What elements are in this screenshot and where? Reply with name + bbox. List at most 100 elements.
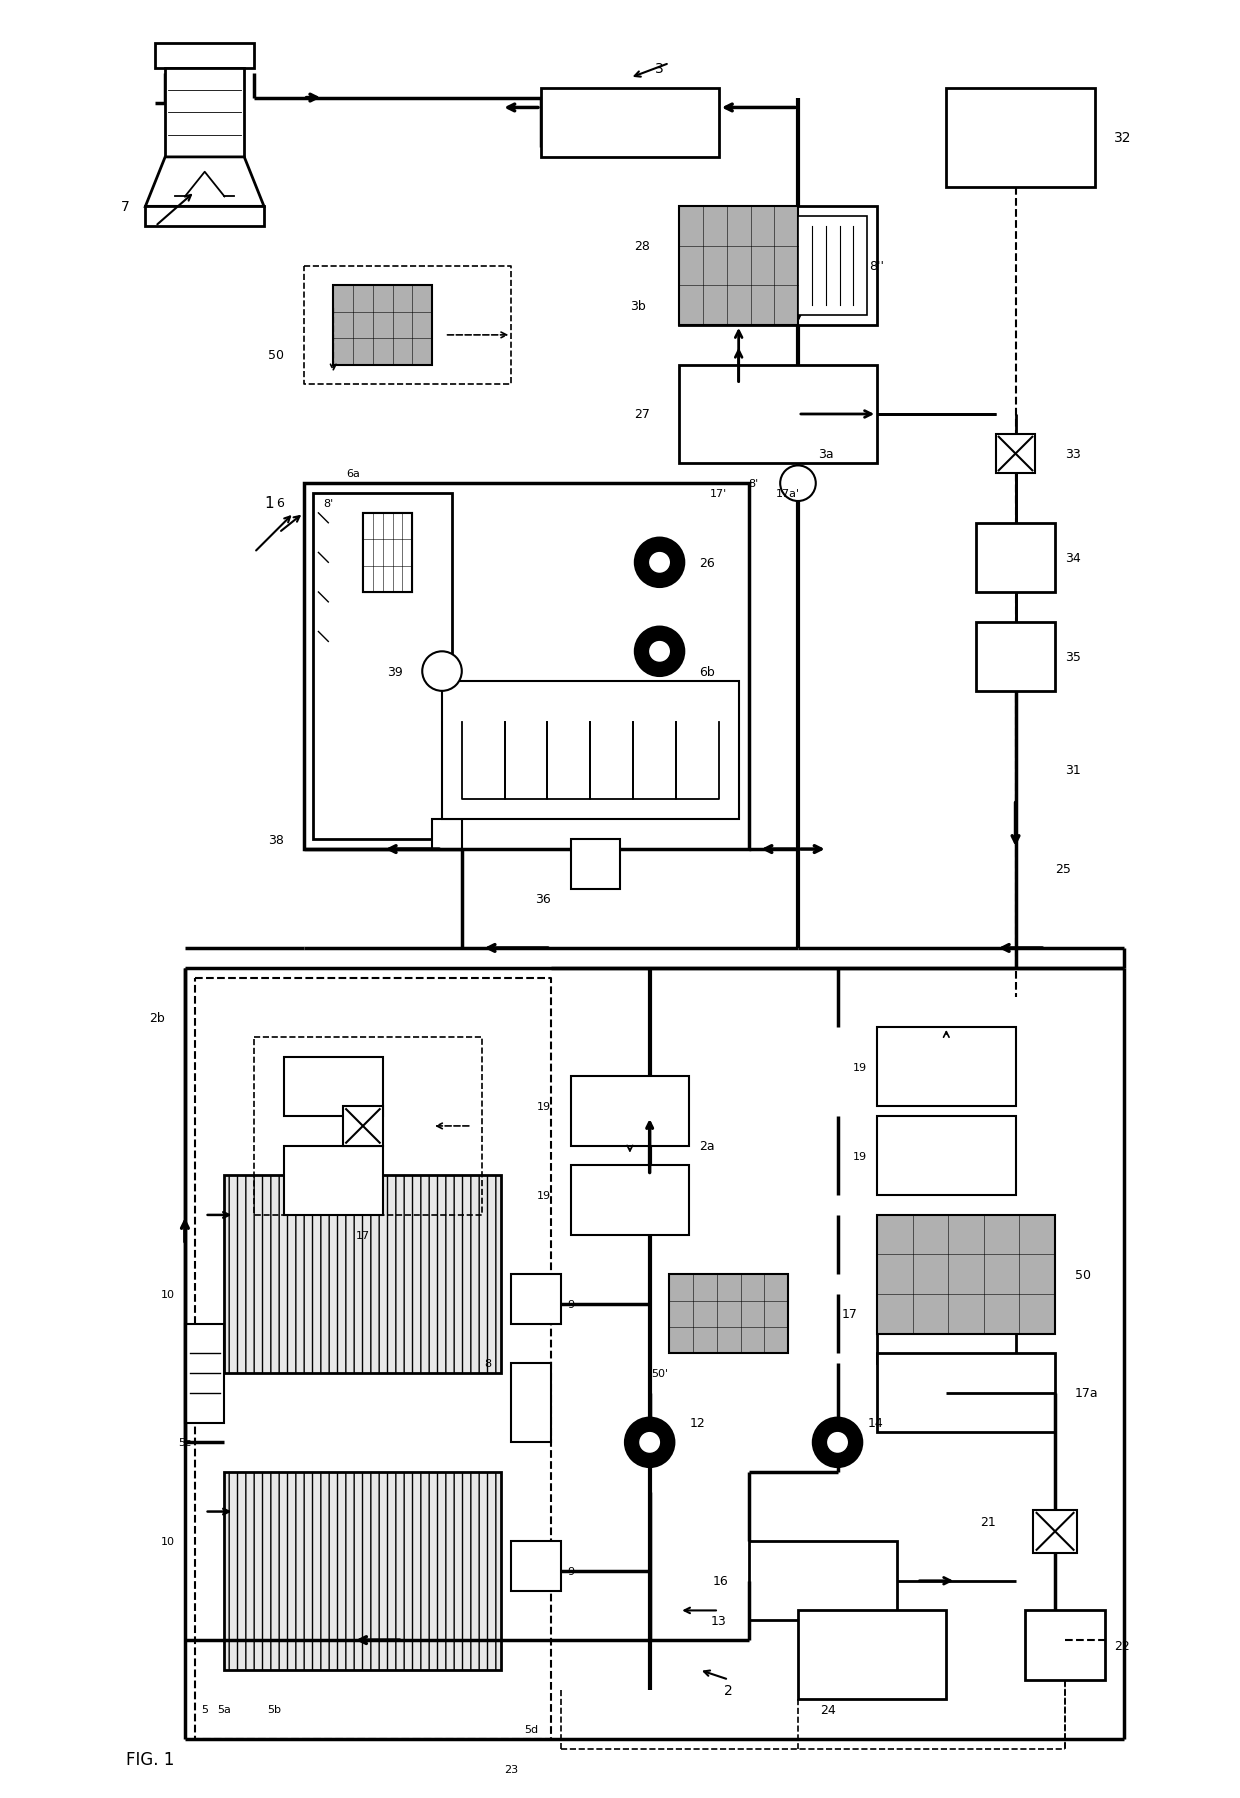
- Bar: [799, 1611, 946, 1699]
- Text: 5a: 5a: [217, 1705, 232, 1713]
- Text: 3a: 3a: [817, 448, 833, 460]
- Text: 9: 9: [567, 1300, 574, 1309]
- Text: 22: 22: [1115, 1638, 1130, 1652]
- Circle shape: [649, 552, 671, 574]
- Bar: [284, 1145, 383, 1215]
- Bar: [680, 365, 877, 464]
- Circle shape: [826, 1431, 848, 1453]
- Circle shape: [625, 1419, 675, 1467]
- Text: 8': 8': [748, 478, 759, 489]
- Bar: [680, 207, 799, 325]
- Text: 23: 23: [505, 1764, 518, 1773]
- Text: 10: 10: [161, 1289, 175, 1300]
- Text: 13: 13: [711, 1615, 727, 1627]
- Bar: [363, 514, 413, 593]
- Bar: [877, 1354, 1055, 1433]
- Bar: [570, 840, 620, 890]
- Text: 50: 50: [268, 349, 284, 361]
- Text: 16: 16: [713, 1575, 729, 1588]
- Bar: [284, 1057, 383, 1117]
- Bar: [570, 1077, 689, 1145]
- Text: 38: 38: [268, 832, 284, 847]
- Bar: [541, 88, 719, 158]
- Bar: [145, 207, 264, 227]
- Text: 2: 2: [724, 1683, 733, 1697]
- Text: 1: 1: [264, 496, 274, 511]
- Bar: [570, 1165, 689, 1235]
- Text: 19: 19: [537, 1190, 551, 1201]
- Text: 10: 10: [161, 1535, 175, 1546]
- Bar: [165, 68, 244, 158]
- Text: 5d: 5d: [525, 1724, 538, 1733]
- Text: 14: 14: [867, 1417, 883, 1429]
- Text: 5b: 5b: [267, 1705, 281, 1713]
- Bar: [511, 1363, 551, 1442]
- Text: 50': 50': [651, 1368, 668, 1379]
- Bar: [670, 1275, 789, 1354]
- Bar: [1025, 1611, 1105, 1679]
- Text: 2b: 2b: [149, 1010, 165, 1025]
- Text: 7: 7: [122, 200, 130, 214]
- Text: 8': 8': [322, 498, 334, 509]
- Text: FIG. 1: FIG. 1: [125, 1749, 174, 1767]
- Text: 2a: 2a: [699, 1140, 714, 1153]
- Text: 39: 39: [387, 665, 403, 678]
- Bar: [877, 1215, 1055, 1334]
- Text: 36: 36: [534, 892, 551, 906]
- Bar: [511, 1275, 560, 1323]
- Text: 8: 8: [485, 1359, 491, 1368]
- Bar: [1033, 1510, 1076, 1553]
- Bar: [441, 681, 739, 820]
- Bar: [976, 622, 1055, 692]
- Bar: [224, 1473, 501, 1670]
- Bar: [749, 1541, 897, 1620]
- Bar: [511, 1541, 560, 1591]
- Text: 6b: 6b: [699, 665, 714, 678]
- Text: 17a: 17a: [1075, 1386, 1099, 1399]
- Text: 17a': 17a': [776, 489, 800, 498]
- Text: 19: 19: [853, 1063, 867, 1072]
- Text: 8'': 8'': [869, 261, 884, 273]
- Bar: [343, 1106, 383, 1145]
- Bar: [334, 286, 432, 365]
- Text: 21: 21: [980, 1516, 996, 1528]
- Text: 5c: 5c: [179, 1438, 191, 1447]
- Text: 28: 28: [634, 241, 650, 254]
- Text: 35: 35: [1065, 651, 1081, 663]
- Circle shape: [780, 466, 816, 502]
- Bar: [224, 1176, 501, 1374]
- Bar: [799, 218, 867, 316]
- Bar: [680, 207, 877, 325]
- Bar: [314, 494, 451, 840]
- Text: 31: 31: [1065, 764, 1081, 777]
- Bar: [185, 1323, 224, 1422]
- Text: 19: 19: [537, 1102, 551, 1111]
- Bar: [996, 435, 1035, 475]
- Circle shape: [812, 1419, 862, 1467]
- Circle shape: [639, 1431, 661, 1453]
- Polygon shape: [145, 158, 264, 207]
- Circle shape: [649, 640, 671, 663]
- Text: 6: 6: [277, 498, 284, 511]
- Bar: [946, 88, 1095, 187]
- Bar: [155, 45, 254, 68]
- Bar: [877, 1027, 1016, 1106]
- Text: 17': 17': [711, 489, 728, 498]
- Text: 6a: 6a: [346, 469, 360, 478]
- Bar: [877, 1275, 1016, 1363]
- Text: 32: 32: [1115, 131, 1132, 146]
- Text: 34: 34: [1065, 552, 1081, 565]
- Text: 17: 17: [842, 1307, 857, 1320]
- Text: 24: 24: [820, 1703, 836, 1715]
- Circle shape: [423, 653, 461, 692]
- Text: 27: 27: [634, 408, 650, 421]
- Text: 25: 25: [1055, 863, 1071, 876]
- Bar: [432, 820, 461, 850]
- Text: 3b: 3b: [630, 300, 646, 313]
- Bar: [976, 523, 1055, 593]
- Text: 33: 33: [1065, 448, 1081, 460]
- Text: 12: 12: [689, 1417, 706, 1429]
- Circle shape: [635, 628, 684, 676]
- Bar: [304, 484, 749, 850]
- Text: 3: 3: [655, 61, 663, 76]
